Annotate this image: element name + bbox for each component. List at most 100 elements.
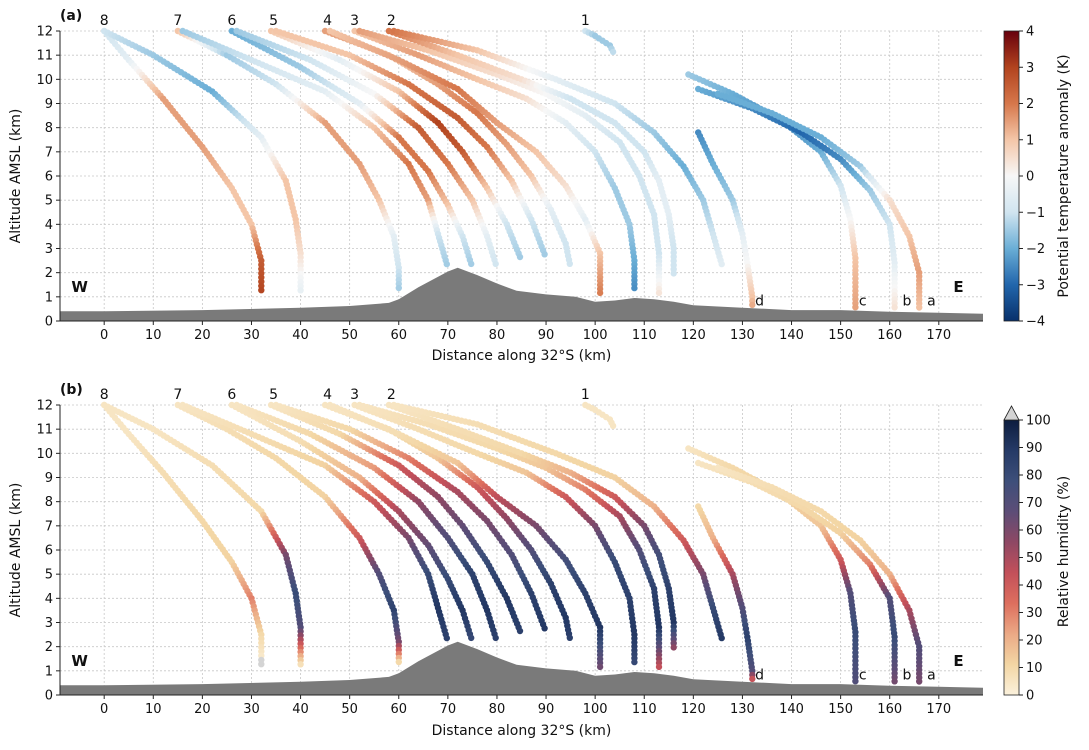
y-tick-label: 6 — [45, 544, 53, 559]
trajectory-point — [891, 304, 898, 311]
y-tick-label: 10 — [36, 447, 53, 462]
trajectory-b1 — [695, 459, 898, 685]
trajectory-b1 — [695, 85, 898, 311]
colorbar-tick-label: −2 — [1026, 242, 1045, 257]
colorbar-tick-label: 20 — [1026, 634, 1043, 649]
trajectory-3b — [356, 27, 663, 297]
trajectory-point — [516, 253, 524, 261]
y-tick-label: 6 — [45, 170, 53, 185]
x-tick-label: 10 — [145, 702, 162, 717]
y-tick-label: 3 — [45, 242, 53, 257]
panel-b-relative-humidity: (b) 0 10 20 30 40 50 60 70 80 90 100 110 120 130 140 15… — [8, 382, 1072, 739]
station-label: b — [902, 667, 911, 683]
trajectory-d1 — [695, 129, 756, 309]
panel-b-plot-area: 0 10 20 30 40 50 60 70 80 90 100 110 120 130 140 150 160… — [36, 387, 983, 717]
trajectory-8a — [101, 401, 265, 668]
trajectory-a1 — [714, 90, 923, 311]
trajectory-point — [609, 422, 617, 430]
trajectory-point — [566, 634, 573, 641]
x-tick-label: 170 — [926, 702, 951, 717]
panel-a-colorbar: −4 −3 −2 −1 0 1 2 3 4 — [1003, 25, 1045, 330]
trajectory-point — [609, 48, 617, 56]
x-tick-label: 20 — [194, 328, 211, 343]
station-label: a — [927, 293, 936, 309]
launch-label: 4 — [323, 387, 332, 403]
y-tick-label: 0 — [45, 315, 53, 330]
y-tick-label: 5 — [45, 194, 53, 209]
launch-label: 1 — [581, 387, 590, 403]
launch-label: 8 — [100, 387, 109, 403]
x-tick-label: 100 — [583, 328, 608, 343]
x-tick-label: 30 — [243, 702, 260, 717]
trajectory-point — [258, 287, 265, 294]
panel-a-label: (a) — [60, 8, 82, 24]
trajectory-point — [631, 284, 638, 292]
trajectory-point — [749, 675, 756, 683]
y-tick-label: 12 — [36, 25, 53, 40]
station-label: c — [859, 293, 867, 309]
launch-label: 2 — [387, 13, 396, 29]
launch-label: 2 — [387, 387, 396, 403]
panel-b-west-label: W — [71, 652, 88, 670]
y-tick-label: 1 — [45, 664, 53, 679]
trajectory-7b — [179, 27, 450, 268]
trajectory-1a — [582, 27, 617, 56]
x-tick-label: 70 — [440, 328, 457, 343]
trajectory-6b — [233, 401, 499, 642]
trajectory-point — [655, 663, 663, 671]
launch-label: 5 — [269, 387, 278, 403]
y-tick-label: 4 — [45, 218, 53, 233]
y-tick-label: 0 — [45, 689, 53, 704]
x-tick-label: 50 — [341, 328, 358, 343]
colorbar-tick-label: 30 — [1026, 606, 1043, 621]
panel-a-west-label: W — [71, 278, 88, 296]
trajectory-8b — [101, 27, 304, 294]
x-tick-label: 130 — [730, 702, 755, 717]
trajectory-point — [468, 634, 475, 642]
trajectory-point — [566, 260, 573, 267]
x-tick-label: 160 — [877, 702, 902, 717]
y-tick-label: 9 — [45, 97, 53, 112]
terrain-profile — [60, 641, 983, 695]
trajectory-2b — [390, 401, 725, 642]
panel-b-colorbar: 0 10 20 30 40 50 60 70 80 90 100 — [1003, 405, 1051, 704]
colorbar-tick-label: 80 — [1026, 469, 1043, 484]
trajectory-point — [541, 251, 548, 258]
x-tick-label: 40 — [292, 702, 309, 717]
x-tick-label: 120 — [681, 702, 706, 717]
trajectory-point — [852, 678, 859, 685]
x-tick-label: 50 — [341, 702, 358, 717]
panel-a-temperature-anomaly: (a) 0 10 20 30 40 50 60 70 80 90 100 110 120 130 140 15… — [8, 8, 1072, 364]
launch-label: 6 — [227, 387, 236, 403]
x-tick-label: 150 — [828, 702, 853, 717]
trajectory-point — [670, 644, 677, 651]
y-tick-label: 2 — [45, 266, 53, 281]
trajectory-point — [718, 260, 725, 268]
colorbar-tick-label: 10 — [1026, 661, 1043, 676]
x-tick-label: 40 — [292, 328, 309, 343]
trajectory-point — [852, 304, 859, 311]
y-tick-label: 5 — [45, 568, 53, 583]
launch-label: 8 — [100, 13, 109, 29]
trajectory-d1 — [695, 503, 756, 683]
trajectory-point — [443, 260, 450, 268]
x-tick-label: 110 — [632, 328, 657, 343]
colorbar-tick-label: 0 — [1026, 170, 1034, 185]
trajectory-point — [492, 634, 499, 642]
x-tick-label: 80 — [489, 702, 506, 717]
trajectory-3b — [356, 401, 663, 671]
x-tick-label: 150 — [828, 328, 853, 343]
trajectory-point — [258, 661, 265, 668]
trajectory-2b — [390, 27, 725, 268]
trajectory-point — [655, 289, 663, 297]
station-label: a — [927, 667, 936, 683]
colorbar-gradient — [1003, 30, 1020, 322]
colorbar-tick-label: 40 — [1026, 579, 1043, 594]
trajectory-5b — [272, 401, 548, 632]
x-tick-label: 110 — [632, 702, 657, 717]
trajectory-point — [395, 658, 402, 666]
launch-label: 1 — [581, 13, 590, 29]
panel-a-colorbar-label: Potential temperature anomaly (K) — [1056, 54, 1072, 297]
trajectory-point — [670, 270, 677, 277]
